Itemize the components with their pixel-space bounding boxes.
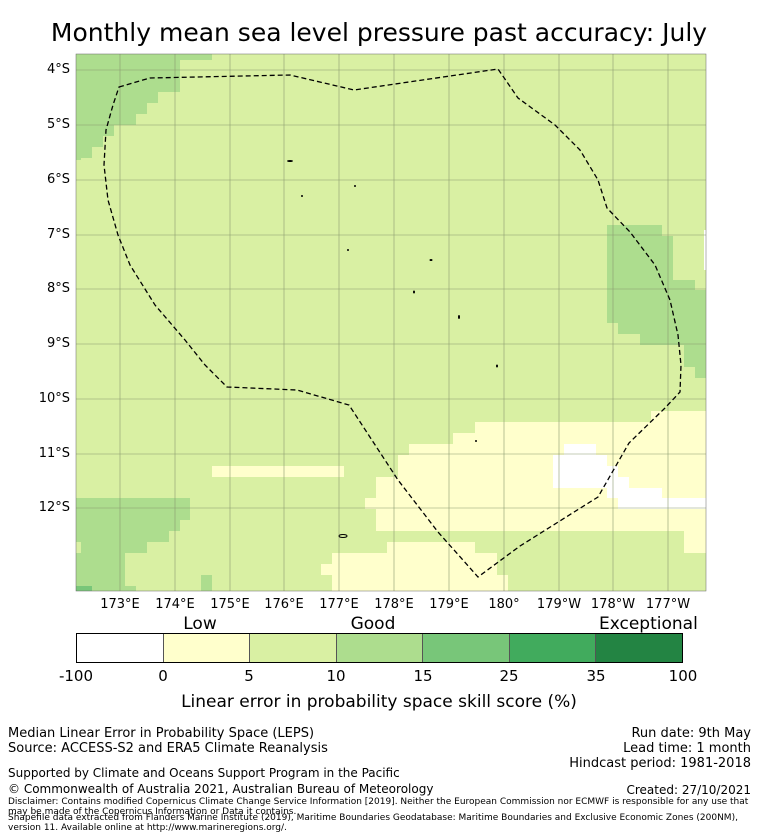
colorbar-tick: 100 xyxy=(668,667,698,685)
lat-label: 7°S xyxy=(46,227,70,242)
colorbar-segment xyxy=(77,634,164,662)
method-text: Median Linear Error in Probability Space… xyxy=(8,726,315,741)
lat-label: 12°S xyxy=(38,500,70,515)
hindcast-text: Hindcast period: 1981-2018 xyxy=(569,756,751,771)
skill-patch-white-edge xyxy=(704,230,706,270)
shapefile-text: Shapefile data extracted from Flanders M… xyxy=(8,813,738,833)
colorbar-tick: 0 xyxy=(158,667,168,685)
lon-label: 175°E xyxy=(210,597,250,612)
page-title: Monthly mean sea level pressure past acc… xyxy=(50,18,708,47)
colorbar-tick: 10 xyxy=(326,667,346,685)
supported-text: Supported by Climate and Oceans Support … xyxy=(8,766,400,780)
islands xyxy=(287,160,498,538)
colorbar-segment xyxy=(163,634,251,662)
skill-patch-northwest xyxy=(76,54,212,160)
colorbar-segment xyxy=(336,634,424,662)
skill-patch-low-band xyxy=(212,466,344,477)
lead-time-text: Lead time: 1 month xyxy=(623,741,751,756)
legend-low-label: Low xyxy=(183,614,217,634)
copyright-text: © Commonwealth of Australia 2021, Austra… xyxy=(8,782,434,796)
lon-label: 179°E xyxy=(429,597,469,612)
skill-patch-negative xyxy=(553,444,706,509)
skill-patch-southwest xyxy=(76,498,190,591)
legend-good-label: Good xyxy=(350,614,396,634)
skill-patch-east xyxy=(607,225,706,378)
lon-label: 174°E xyxy=(155,597,195,612)
lon-label: 178°E xyxy=(374,597,414,612)
skill-patch-low-southeast xyxy=(618,531,706,553)
eez-boundary xyxy=(103,68,682,578)
colorbar-segment xyxy=(423,634,510,662)
colorbar-tick: 5 xyxy=(244,667,254,685)
colorbar-segment xyxy=(596,634,683,662)
lat-label: 11°S xyxy=(38,446,70,461)
colorbar-tick: 35 xyxy=(586,667,606,685)
colorbar xyxy=(76,633,683,663)
lon-label: 179°W xyxy=(536,597,582,612)
lon-label: 177°W xyxy=(645,597,691,612)
colorbar-tick: 25 xyxy=(499,667,519,685)
skill-map xyxy=(75,53,707,592)
lon-label: 173°E xyxy=(100,597,140,612)
map-frame xyxy=(75,53,707,592)
run-date-text: Run date: 9th May xyxy=(631,726,751,741)
lon-label: 176°E xyxy=(264,597,304,612)
lon-label: 177°E xyxy=(319,597,359,612)
lon-label: 178°W xyxy=(590,597,636,612)
colorbar-tick: -100 xyxy=(58,667,94,685)
lon-label: 180° xyxy=(488,597,520,612)
lat-label: 9°S xyxy=(46,336,70,351)
created-text: Created: 27/10/2021 xyxy=(626,783,751,797)
graticule xyxy=(76,54,706,591)
lat-label: 4°S xyxy=(46,62,70,77)
skill-patch-small xyxy=(201,575,212,591)
lat-label: 8°S xyxy=(46,281,70,296)
colorbar-segment xyxy=(250,634,337,662)
disclaimer-text: Disclaimer: Contains modified Copernicus… xyxy=(8,797,749,817)
colorbar-tick: 15 xyxy=(413,667,433,685)
lat-label: 10°S xyxy=(38,391,70,406)
skill-patch-corner xyxy=(76,586,92,591)
legend-exceptional-label: Exceptional xyxy=(599,614,698,634)
source-text: Source: ACCESS-S2 and ERA5 Climate Reana… xyxy=(8,741,328,756)
lat-label: 5°S xyxy=(46,117,70,132)
skill-patch-low-bottom xyxy=(321,542,508,591)
lat-label: 6°S xyxy=(46,172,70,187)
colorbar-segment xyxy=(509,634,597,662)
colorbar-label: Linear error in probability space skill … xyxy=(181,692,577,712)
